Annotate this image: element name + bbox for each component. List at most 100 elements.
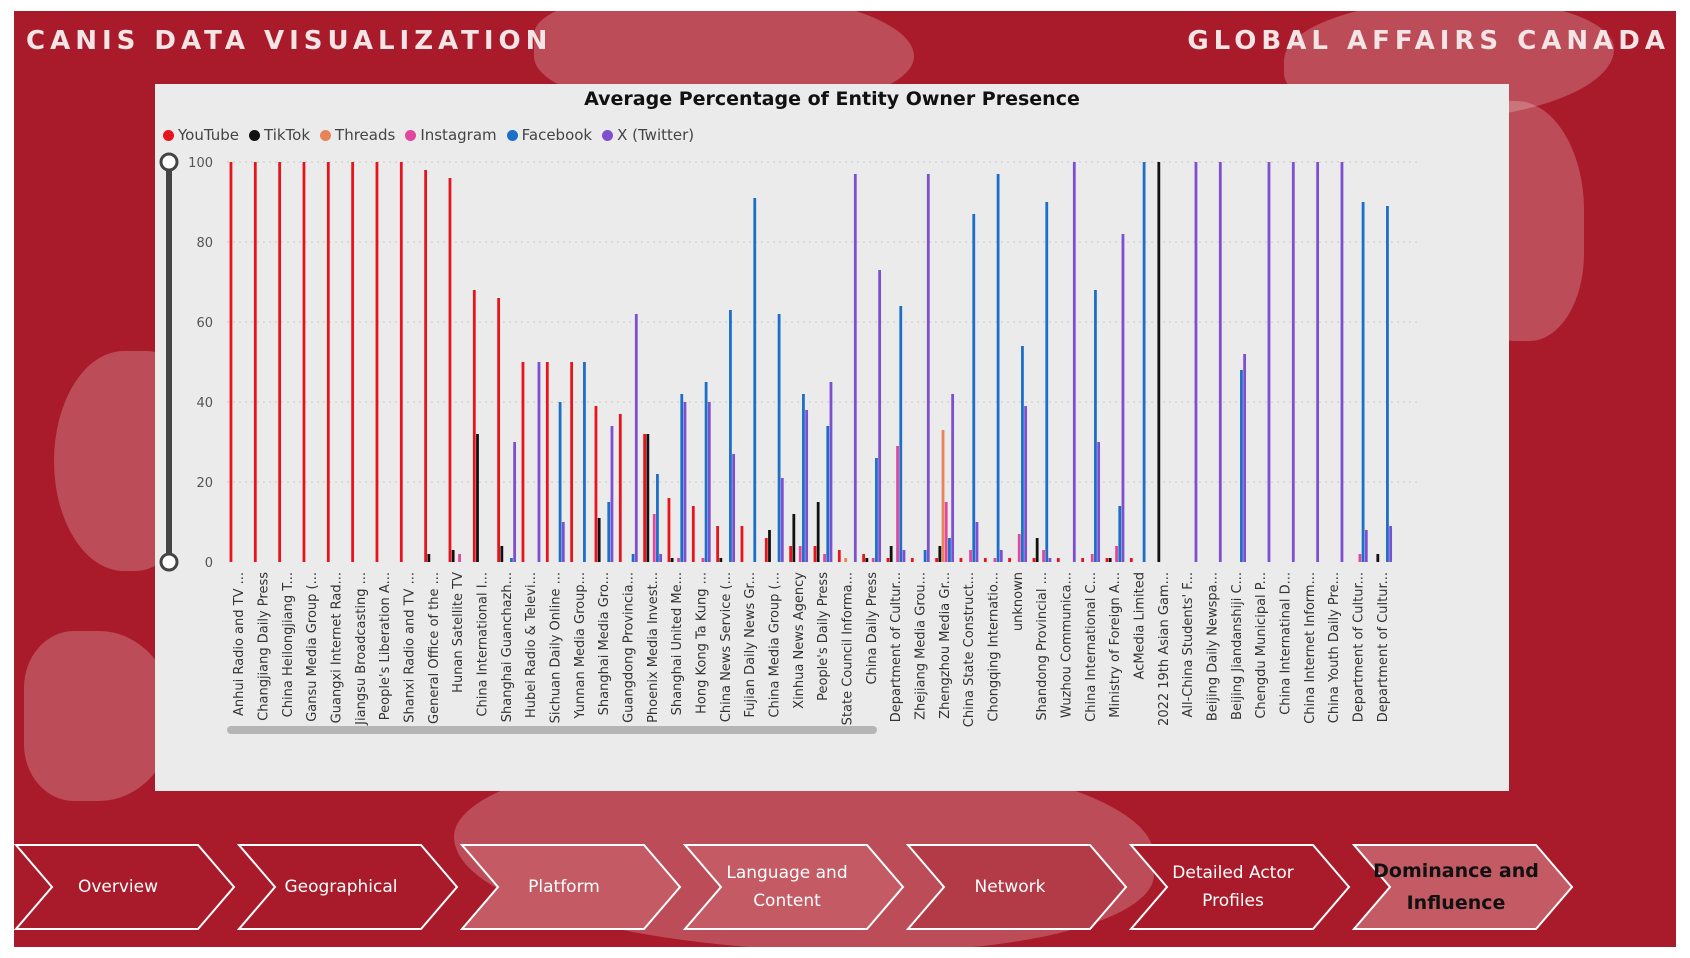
bar-tiktok[interactable] (938, 546, 942, 562)
bar-x-twitter[interactable] (1218, 162, 1222, 562)
nav-language-and-content[interactable]: Language and Content (683, 843, 907, 931)
bar-youtube[interactable] (521, 362, 525, 562)
bar-facebook[interactable] (1021, 346, 1024, 562)
bar-facebook[interactable] (996, 174, 1000, 562)
bar-x-twitter[interactable] (634, 314, 638, 562)
bar-facebook[interactable] (899, 306, 903, 562)
bar-facebook[interactable] (729, 310, 732, 562)
bar-youtube[interactable] (1129, 558, 1133, 562)
bar-youtube[interactable] (959, 558, 963, 562)
bar-facebook[interactable] (631, 554, 635, 562)
bar-facebook[interactable] (1045, 202, 1049, 562)
bar-instagram[interactable] (701, 558, 705, 562)
legend-item-threads[interactable]: Threads (320, 126, 395, 144)
bar-facebook[interactable] (1142, 162, 1146, 562)
bar-youtube[interactable] (691, 506, 695, 562)
bar-instagram[interactable] (1358, 554, 1362, 562)
bar-youtube[interactable] (667, 498, 671, 562)
bar-youtube[interactable] (983, 558, 987, 562)
bar-facebook[interactable] (1361, 202, 1365, 562)
nav-detailed-actor-profiles[interactable]: Detailed Actor Profiles (1129, 843, 1353, 931)
bar-x-twitter[interactable] (683, 402, 687, 562)
bar-tiktok[interactable] (597, 518, 601, 562)
bar-youtube[interactable] (545, 362, 549, 562)
bar-x-twitter[interactable] (951, 394, 955, 562)
bar-tiktok[interactable] (719, 558, 723, 562)
bar-tiktok[interactable] (1376, 554, 1380, 562)
bar-x-twitter[interactable] (1194, 162, 1198, 562)
bar-youtube[interactable] (789, 546, 793, 562)
bar-x-twitter[interactable] (513, 442, 517, 562)
bar-youtube[interactable] (813, 546, 817, 562)
bar-youtube[interactable] (375, 162, 379, 562)
bar-x-twitter[interactable] (926, 174, 930, 562)
bar-x-twitter[interactable] (1316, 162, 1320, 562)
bar-x-twitter[interactable] (1097, 442, 1101, 562)
bar-x-twitter[interactable] (610, 426, 614, 562)
bar-facebook[interactable] (826, 426, 830, 562)
bar-youtube[interactable] (448, 178, 452, 562)
nav-dominance-and-influence[interactable]: Dominance and Influence (1352, 843, 1576, 931)
bar-tiktok[interactable] (816, 502, 820, 562)
bar-instagram[interactable] (944, 502, 948, 562)
bar-youtube[interactable] (1081, 558, 1085, 562)
bar-tiktok[interactable] (889, 546, 893, 562)
bar-instagram[interactable] (1017, 534, 1021, 562)
legend-item-tiktok[interactable]: TikTok (249, 126, 310, 144)
bar-threads[interactable] (941, 430, 945, 562)
legend-item-youtube[interactable]: YouTube (163, 126, 239, 144)
bar-x-twitter[interactable] (1024, 406, 1028, 562)
bar-x-twitter[interactable] (975, 522, 979, 562)
bar-youtube[interactable] (886, 558, 890, 562)
bar-facebook[interactable] (558, 402, 562, 562)
bar-x-twitter[interactable] (878, 270, 882, 562)
bar-facebook[interactable] (777, 314, 781, 562)
bar-x-twitter[interactable] (1389, 526, 1393, 562)
bar-youtube[interactable] (326, 162, 330, 562)
bar-facebook[interactable] (1386, 206, 1389, 562)
bar-x-twitter[interactable] (853, 174, 857, 562)
bar-x-twitter[interactable] (1340, 162, 1344, 562)
bar-x-twitter[interactable] (1243, 354, 1247, 562)
bar-youtube[interactable] (1008, 558, 1012, 562)
bar-facebook[interactable] (656, 474, 659, 562)
bar-facebook[interactable] (972, 214, 976, 562)
bar-youtube[interactable] (1056, 558, 1060, 562)
bar-youtube[interactable] (910, 558, 914, 562)
bar-instagram[interactable] (896, 446, 899, 562)
nav-network[interactable]: Network (906, 843, 1130, 931)
bar-tiktok[interactable] (768, 530, 771, 562)
bar-facebook[interactable] (510, 558, 513, 562)
bar-x-twitter[interactable] (1364, 530, 1368, 562)
bar-tiktok[interactable] (646, 434, 650, 562)
bar-youtube[interactable] (837, 550, 841, 562)
bar-youtube[interactable] (229, 162, 233, 562)
bar-youtube[interactable] (472, 290, 476, 562)
bar-x-twitter[interactable] (707, 402, 711, 562)
bar-instagram[interactable] (1090, 554, 1094, 562)
bar-x-twitter[interactable] (902, 550, 906, 562)
bar-x-twitter[interactable] (999, 550, 1003, 562)
bar-instagram[interactable] (871, 558, 875, 562)
bar-x-twitter[interactable] (537, 362, 541, 562)
bar-x-twitter[interactable] (780, 478, 784, 562)
bar-facebook[interactable] (753, 198, 757, 562)
bar-youtube[interactable] (764, 538, 768, 562)
bar-youtube[interactable] (618, 414, 622, 562)
bar-youtube[interactable] (740, 526, 744, 562)
bar-x-twitter[interactable] (1072, 162, 1076, 562)
bar-tiktok[interactable] (1035, 538, 1039, 562)
bar-facebook[interactable] (948, 538, 951, 562)
bar-threads[interactable] (844, 558, 848, 562)
bar-instagram[interactable] (652, 514, 656, 562)
horizontal-scrollbar[interactable] (227, 726, 877, 734)
bar-facebook[interactable] (802, 394, 805, 562)
bar-tiktok[interactable] (476, 434, 479, 562)
bar-instagram[interactable] (969, 550, 972, 562)
legend-item-facebook[interactable]: Facebook (506, 126, 592, 144)
bar-facebook[interactable] (875, 458, 878, 562)
bar-x-twitter[interactable] (805, 410, 809, 562)
bar-youtube[interactable] (643, 434, 647, 562)
bar-x-twitter[interactable] (1291, 162, 1295, 562)
nav-overview[interactable]: Overview (14, 843, 238, 931)
